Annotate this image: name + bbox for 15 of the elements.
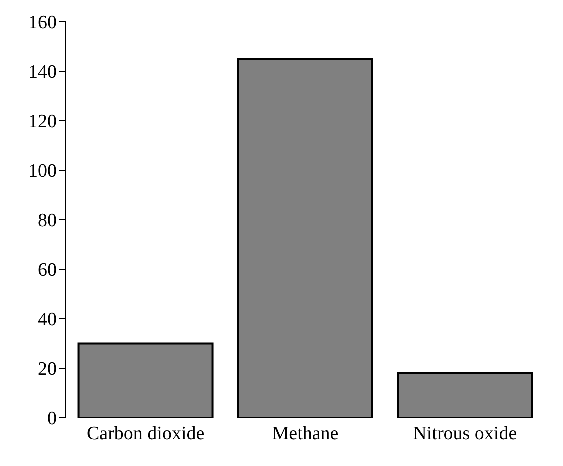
y-tick-label: 160: [28, 12, 57, 34]
y-tick-label: 40: [38, 310, 57, 331]
x-tick-label: Methane: [272, 423, 339, 444]
bar: [78, 342, 214, 418]
y-tick-label: 60: [38, 260, 57, 282]
y-tick-label: 140: [28, 62, 57, 84]
bar: [237, 58, 374, 418]
y-tick-label: 20: [38, 359, 57, 380]
y-tick-label: 120: [28, 112, 57, 133]
y-tick-label: 100: [28, 161, 57, 182]
y-tick-label: 80: [38, 210, 57, 232]
x-tick-label: Nitrous oxide: [413, 423, 518, 444]
x-tick-label: Carbon dioxide: [86, 423, 205, 444]
bar: [397, 372, 534, 418]
y-tick-label: 0: [48, 408, 57, 430]
